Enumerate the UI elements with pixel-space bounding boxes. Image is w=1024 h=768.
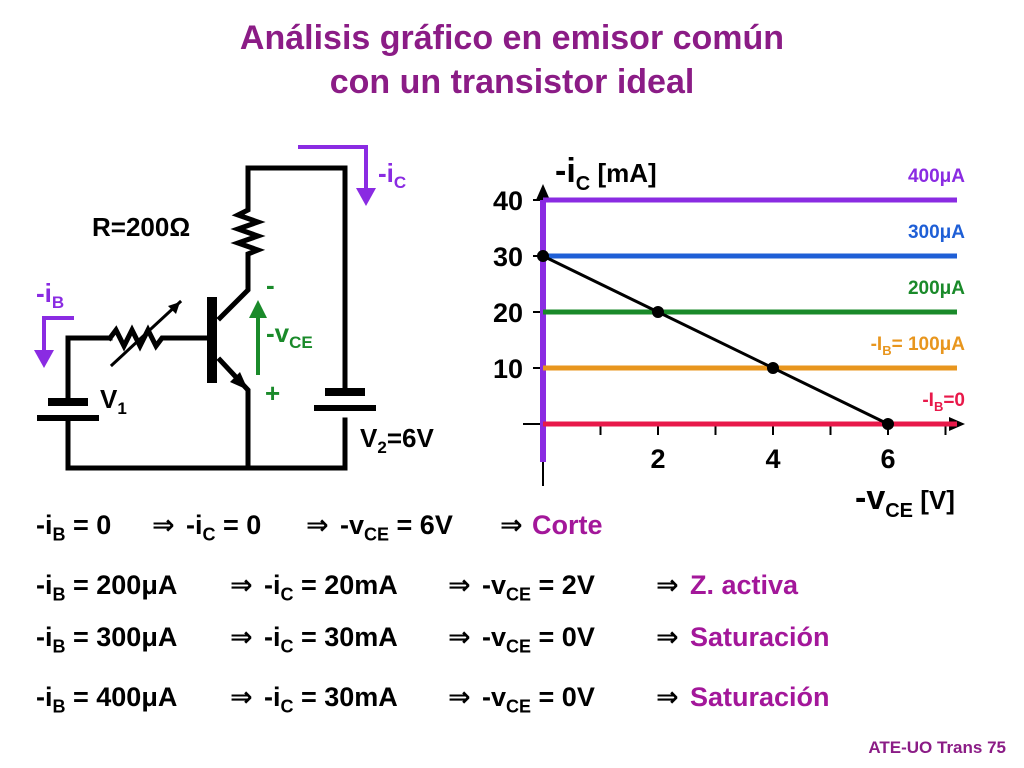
vce-arrowhead — [249, 300, 267, 318]
implies-arrow: ⇒ — [230, 570, 253, 600]
implies-arrow: ⇒ — [230, 622, 253, 652]
ib-curve-label: -IB= 100μA — [871, 334, 966, 358]
implies-arrow: ⇒ — [448, 570, 471, 600]
v1-label: V1 — [100, 384, 127, 418]
x-tick-label: 6 — [880, 444, 895, 474]
y-tick-label: 30 — [493, 242, 523, 272]
vce-minus-sign: - — [266, 270, 275, 300]
equation-vce: -vCE = 0V — [482, 682, 595, 717]
y-axis-arrowhead — [536, 184, 550, 200]
equation-result: Saturación — [690, 622, 830, 652]
v2-label: V2=6V — [360, 423, 434, 457]
implies-arrow: ⇒ — [230, 682, 253, 712]
bottom-wire — [65, 417, 348, 471]
x-tick-label: 2 — [650, 444, 665, 474]
operating-point — [652, 306, 664, 318]
y-tick-label: 40 — [493, 186, 523, 216]
ib-arrowhead — [34, 350, 54, 368]
equation-result: Corte — [532, 510, 603, 540]
ib-curve-label: -IB=0 — [922, 390, 965, 414]
implies-arrow: ⇒ — [152, 510, 175, 540]
load-line — [542, 254, 889, 426]
slide-title-line2: con un transistor ideal — [329, 63, 695, 101]
vce-plus-sign: + — [265, 378, 280, 408]
resistor-zigzag — [230, 202, 266, 265]
slide-footer: ATE-UO Trans 75 — [868, 738, 1006, 757]
x-tick-label: 4 — [765, 444, 780, 474]
operating-point — [537, 250, 549, 262]
equation-vce: -vCE = 2V — [482, 570, 595, 605]
collector-wire — [216, 259, 251, 322]
equation-vce: -vCE = 6V — [340, 510, 453, 545]
implies-arrow: ⇒ — [656, 622, 679, 652]
collector-top-wire — [245, 165, 348, 393]
implies-arrow: ⇒ — [656, 682, 679, 712]
circuit-schematic — [37, 165, 376, 471]
y-axis-title: -iC [mA] — [555, 152, 657, 195]
ic-arrow — [298, 145, 368, 190]
base-resistor-zigzag — [106, 324, 215, 352]
equation-ib: -iB = 0 — [36, 510, 112, 545]
y-tick-label: 10 — [493, 354, 523, 384]
ic-label: -iC — [378, 158, 406, 192]
implies-arrow: ⇒ — [448, 682, 471, 712]
equation-ic: -iC = 30mA — [264, 682, 398, 717]
equation-ic: -iC = 0 — [186, 510, 262, 545]
ib-curve-label: 400μA — [908, 166, 965, 187]
equation-result: Saturación — [690, 682, 830, 712]
operating-point — [882, 418, 894, 430]
implies-arrow: ⇒ — [306, 510, 329, 540]
ib-arrow — [42, 316, 74, 352]
operating-point — [767, 362, 779, 374]
equation-ib: -iB = 300μA — [36, 622, 178, 657]
equation-ic: -iC = 30mA — [264, 622, 398, 657]
resistor-label: R=200Ω — [92, 212, 190, 242]
emitter-wire — [216, 356, 251, 471]
implies-arrow: ⇒ — [448, 622, 471, 652]
ib-label: -iB — [36, 278, 64, 312]
implies-arrow: ⇒ — [500, 510, 523, 540]
ic-arrowhead — [356, 188, 376, 206]
equation-ic: -iC = 20mA — [264, 570, 398, 605]
vce-label: -vCE — [266, 318, 313, 352]
variable-resistor-arrow — [109, 299, 183, 368]
equation-ib: -iB = 200μA — [36, 570, 178, 605]
slide-title-line1: Análisis gráfico en emisor común — [239, 19, 785, 57]
equation-vce: -vCE = 0V — [482, 622, 595, 657]
y-tick-label: 20 — [493, 298, 523, 328]
implies-arrow: ⇒ — [656, 570, 679, 600]
x-axis-title: -vCE [V] — [855, 479, 955, 522]
output-characteristics-chart: 10 20 30 40 2 4 6 400μA 300μA 200μA -IB= 100μA -IB=… — [493, 152, 965, 522]
emitter-arrowhead — [230, 372, 248, 390]
equation-ib: -iB = 400μA — [36, 682, 178, 717]
ib-curve-label: 300μA — [908, 222, 965, 243]
ib-curve-label: 200μA — [908, 278, 965, 299]
variable-resistor-arrowhead — [168, 302, 180, 314]
equation-result: Z. activa — [690, 570, 799, 600]
